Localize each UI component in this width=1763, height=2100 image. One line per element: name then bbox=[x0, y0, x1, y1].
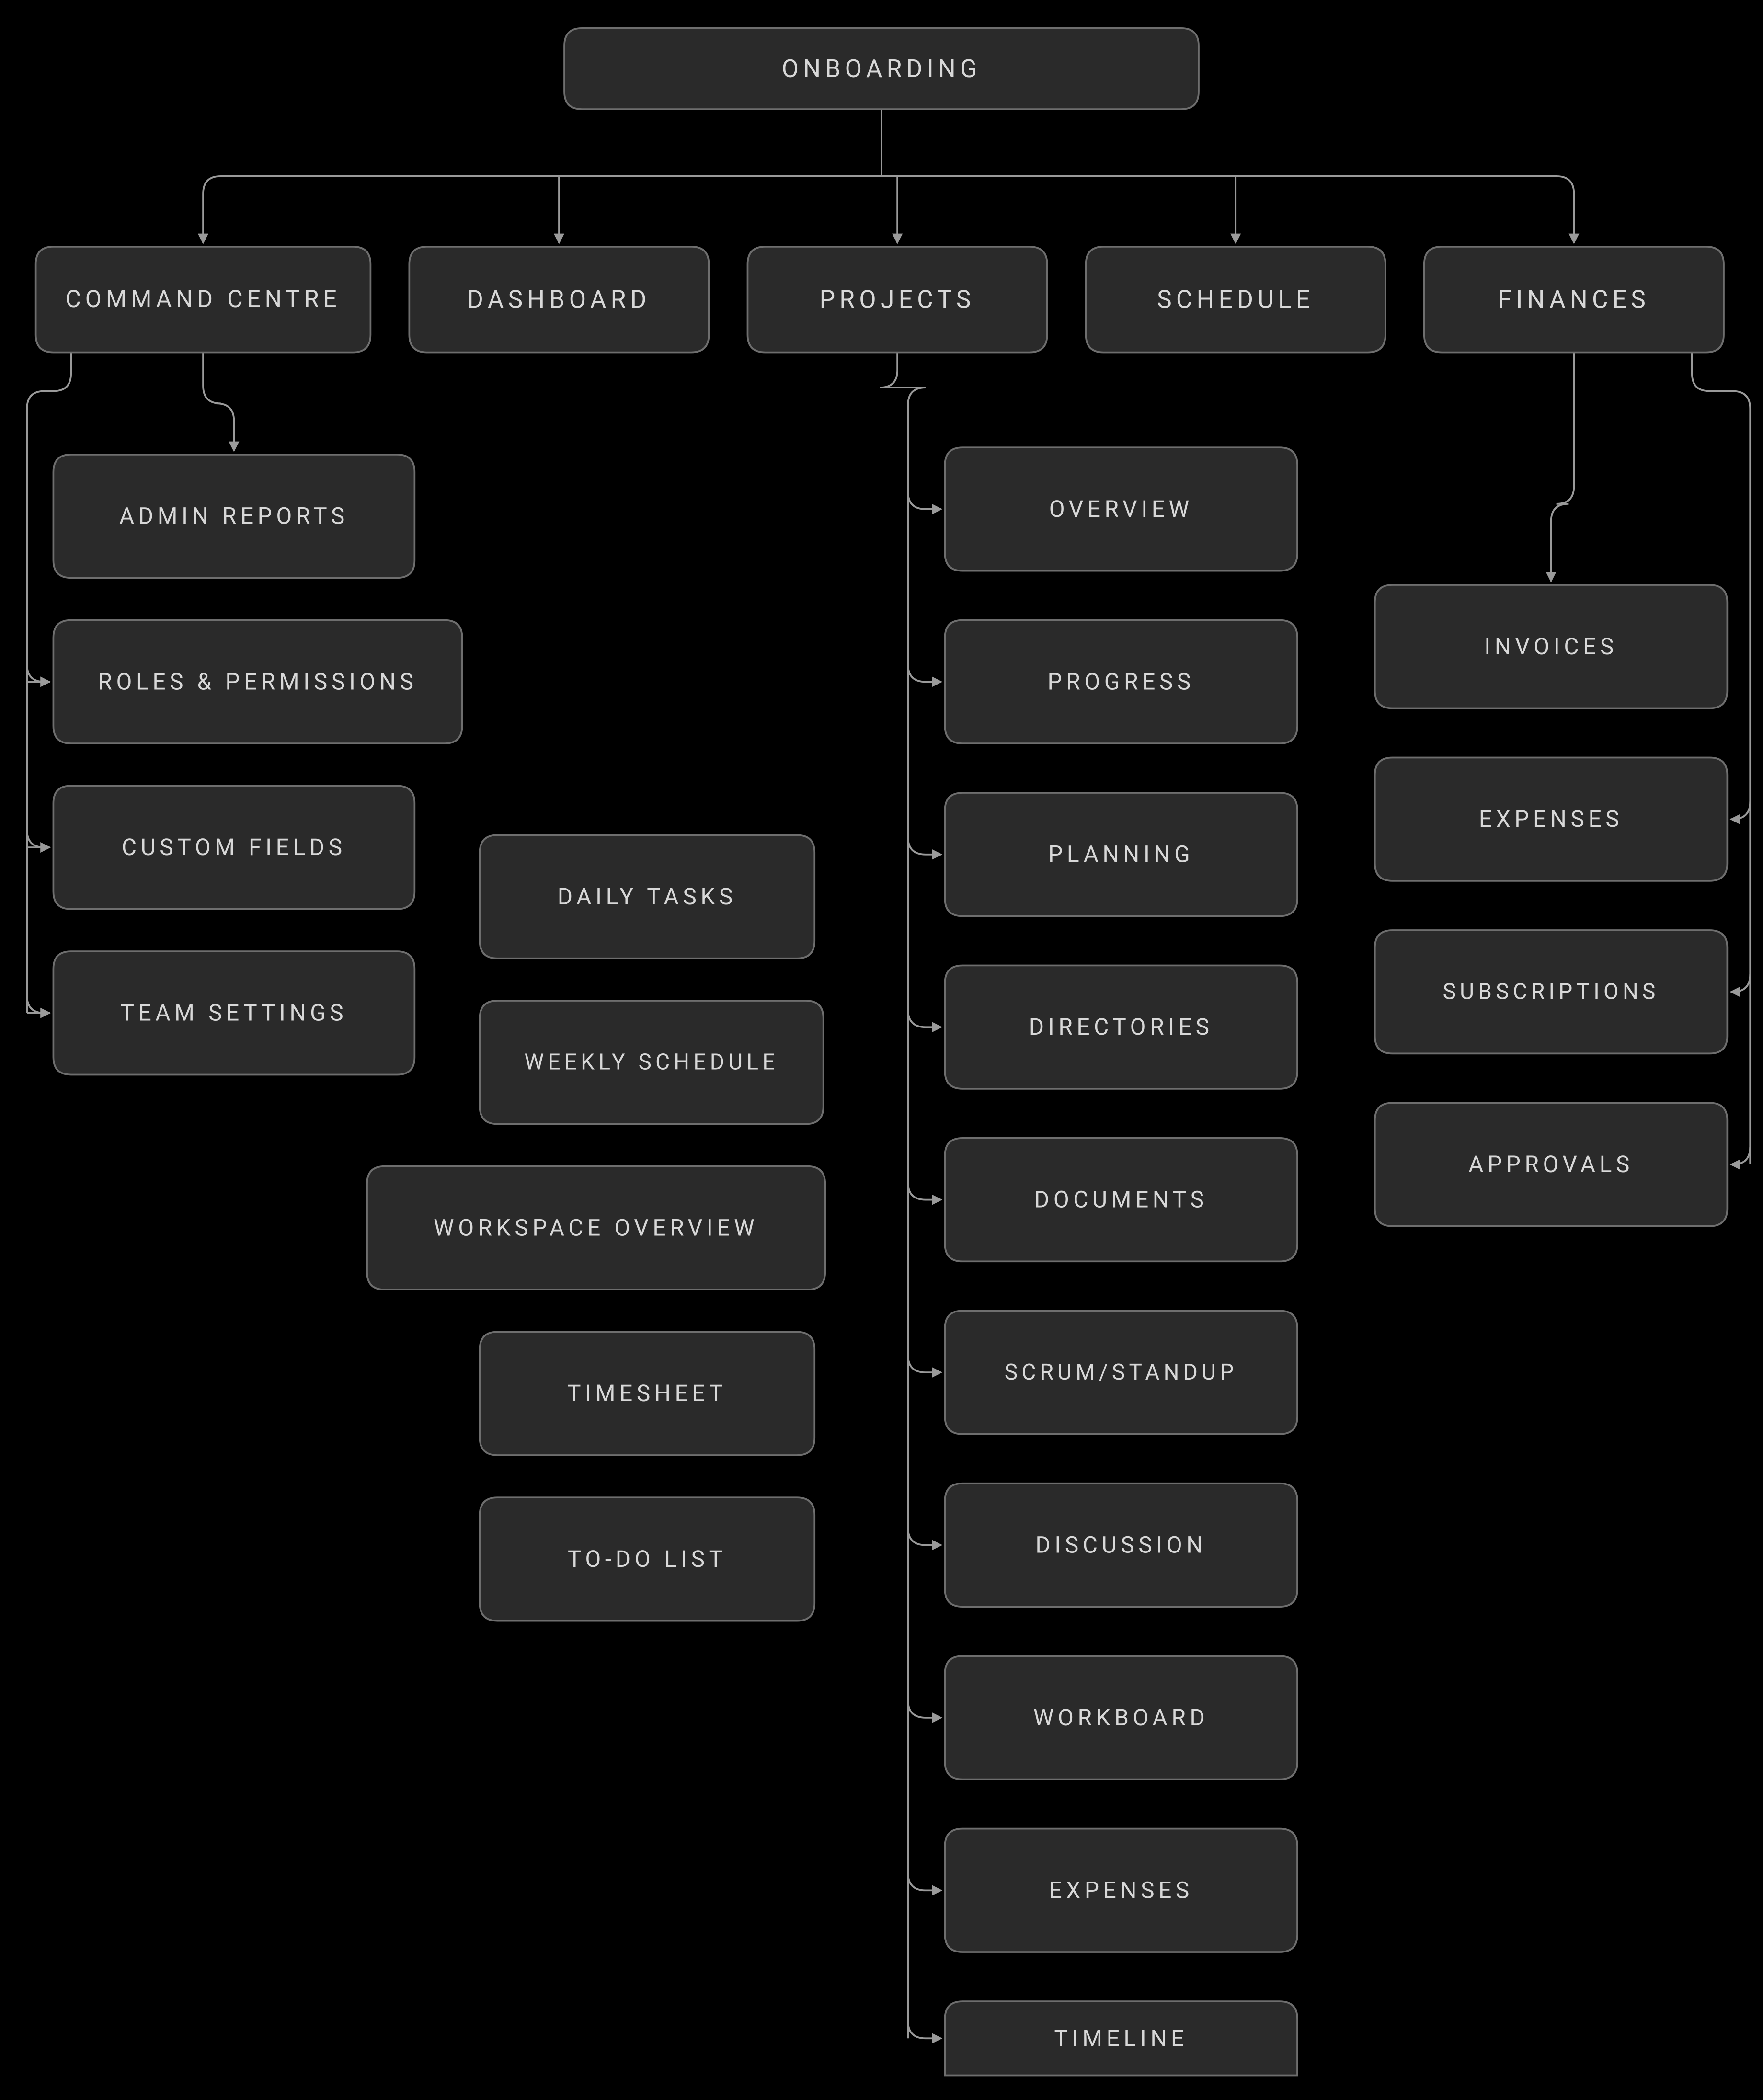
node-daily-tasks: DAILY TASKS bbox=[480, 835, 814, 958]
edge bbox=[908, 1873, 941, 1891]
node-label: SUBSCRIPTIONS bbox=[1443, 979, 1660, 1005]
node-f-invoices: INVOICES bbox=[1375, 585, 1728, 708]
edge bbox=[27, 995, 50, 1013]
node-label: APPROVALS bbox=[1468, 1151, 1634, 1178]
node-admin-reports: ADMIN REPORTS bbox=[53, 455, 414, 578]
node-label: WEEKLY SCHEDULE bbox=[524, 1050, 778, 1075]
node-f-expenses: EXPENSES bbox=[1375, 757, 1728, 880]
edge bbox=[908, 491, 941, 509]
node-team-settings: TEAM SETTINGS bbox=[53, 951, 414, 1074]
edge bbox=[908, 664, 941, 682]
sitemap-diagram: ONBOARDING COMMAND CENTRE DASHBOARD PROJECT… bbox=[0, 0, 1763, 2100]
edge bbox=[908, 1355, 941, 1372]
node-projects: PROJECTS bbox=[747, 247, 1047, 353]
node-p-timeline: TIMELINE bbox=[945, 2001, 1297, 2075]
node-label: DIRECTORIES bbox=[1029, 1014, 1213, 1040]
node-finances: FINANCES bbox=[1424, 247, 1724, 353]
edge bbox=[908, 837, 941, 855]
node-p-expenses: EXPENSES bbox=[945, 1829, 1297, 1952]
edge bbox=[1551, 353, 1574, 582]
node-label: TO-DO LIST bbox=[568, 1546, 727, 1573]
edge bbox=[908, 2020, 941, 2038]
node-label: TEAM SETTINGS bbox=[120, 1000, 347, 1027]
edge bbox=[908, 1182, 941, 1200]
node-label: EXPENSES bbox=[1049, 1877, 1193, 1904]
node-workspace-ov: WORKSPACE OVERVIEW bbox=[367, 1166, 825, 1290]
node-p-workboard: WORKBOARD bbox=[945, 1656, 1297, 1779]
node-todo-list: TO-DO LIST bbox=[480, 1497, 814, 1621]
edge bbox=[27, 664, 50, 682]
node-p-discussion: DISCUSSION bbox=[945, 1484, 1297, 1607]
node-schedule: SCHEDULE bbox=[1086, 247, 1385, 353]
node-label: SCHEDULE bbox=[1157, 285, 1314, 314]
node-timesheet: TIMESHEET bbox=[480, 1332, 814, 1455]
node-label: DISCUSSION bbox=[1035, 1531, 1207, 1558]
node-label: PROGRESS bbox=[1048, 668, 1195, 695]
node-label: SCRUM/STANDUP bbox=[1005, 1359, 1238, 1385]
node-roles-perms: ROLES & PERMISSIONS bbox=[53, 620, 462, 743]
node-label: WORKBOARD bbox=[1033, 1704, 1209, 1731]
node-label: DASHBOARD bbox=[467, 285, 651, 314]
edge bbox=[27, 995, 45, 1013]
node-label: EXPENSES bbox=[1479, 806, 1623, 833]
node-f-subscriptions: SUBSCRIPTIONS bbox=[1375, 930, 1728, 1053]
node-custom-fields: CUSTOM FIELDS bbox=[53, 786, 414, 909]
node-label: OVERVIEW bbox=[1049, 496, 1193, 523]
edge bbox=[27, 830, 45, 847]
node-p-overview: OVERVIEW bbox=[945, 447, 1297, 571]
edge bbox=[908, 1700, 941, 1718]
node-label: ROLES & PERMISSIONS bbox=[98, 668, 417, 695]
edge bbox=[882, 176, 1574, 194]
node-label: FINANCES bbox=[1498, 285, 1650, 314]
node-dashboard: DASHBOARD bbox=[409, 247, 709, 353]
edge bbox=[27, 830, 50, 847]
edge bbox=[203, 176, 882, 194]
node-label: TIMESHEET bbox=[567, 1380, 727, 1407]
edge bbox=[1731, 801, 1750, 819]
edge bbox=[27, 664, 45, 682]
edge bbox=[1731, 974, 1750, 992]
node-label: ONBOARDING bbox=[782, 54, 982, 83]
node-command-centre: COMMAND CENTRE bbox=[36, 247, 371, 353]
node-label: ADMIN REPORTS bbox=[119, 503, 349, 530]
node-p-planning: PLANNING bbox=[945, 793, 1297, 916]
node-weekly-schedule: WEEKLY SCHEDULE bbox=[480, 1001, 823, 1124]
node-label: WORKSPACE OVERVIEW bbox=[434, 1214, 758, 1241]
edge bbox=[880, 353, 926, 2039]
edge bbox=[1731, 1147, 1750, 1164]
node-onboarding: ONBOARDING bbox=[564, 28, 1199, 109]
node-label: PLANNING bbox=[1048, 841, 1194, 868]
edge bbox=[908, 1528, 941, 1545]
node-p-progress: PROGRESS bbox=[945, 620, 1297, 743]
node-label: COMMAND CENTRE bbox=[66, 285, 341, 313]
edge bbox=[203, 353, 234, 451]
node-f-approvals: APPROVALS bbox=[1375, 1103, 1728, 1226]
node-label: PROJECTS bbox=[820, 285, 975, 314]
node-label: DOCUMENTS bbox=[1034, 1187, 1208, 1213]
node-label: TIMELINE bbox=[1054, 2025, 1188, 2052]
node-p-documents: DOCUMENTS bbox=[945, 1138, 1297, 1261]
node-p-scrum: SCRUM/STANDUP bbox=[945, 1311, 1297, 1434]
node-label: CUSTOM FIELDS bbox=[122, 834, 346, 861]
edge bbox=[908, 1009, 941, 1027]
node-label: INVOICES bbox=[1484, 633, 1618, 660]
node-p-directories: DIRECTORIES bbox=[945, 965, 1297, 1088]
node-label: DAILY TASKS bbox=[558, 883, 737, 910]
